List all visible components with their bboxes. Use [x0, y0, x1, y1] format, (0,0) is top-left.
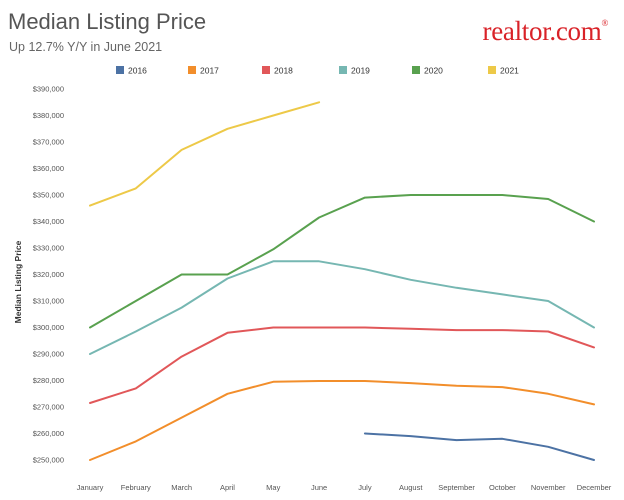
- x-tick-label: March: [171, 483, 192, 492]
- x-tick-label: October: [489, 483, 516, 492]
- x-tick-label: November: [531, 483, 566, 492]
- x-tick-label: September: [438, 483, 475, 492]
- y-tick-label: $380,000: [33, 111, 64, 120]
- legend-label: 2016: [128, 66, 147, 76]
- legend-label: 2018: [274, 66, 293, 76]
- y-tick-label: $340,000: [33, 217, 64, 226]
- logo-text: realtor.com: [482, 16, 602, 46]
- x-axis: January February March April May June July Augu…: [77, 483, 612, 492]
- x-tick-label: April: [220, 483, 235, 492]
- y-tick-label: $280,000: [33, 376, 64, 385]
- y-tick-label: $360,000: [33, 164, 64, 173]
- legend-swatch: [488, 66, 496, 74]
- series-line-2021: [89, 101, 321, 207]
- y-tick-label: $350,000: [33, 191, 64, 200]
- chart-subtitle: Up 12.7% Y/Y in June 2021: [9, 40, 163, 54]
- legend-item-2019: 2019: [339, 66, 370, 76]
- legend-item-2016: 2016: [116, 66, 147, 76]
- x-tick-label: June: [311, 483, 327, 492]
- x-tick-label: July: [358, 483, 372, 492]
- y-axis: $250,000 $260,000 $270,000 $280,000 $290,000…: [33, 85, 64, 465]
- series-line-2018: [89, 326, 595, 404]
- legend-swatch: [262, 66, 270, 74]
- y-tick-label: $390,000: [33, 85, 64, 94]
- legend-swatch: [188, 66, 196, 74]
- x-tick-label: May: [266, 483, 280, 492]
- chart-title: Median Listing Price: [8, 9, 207, 34]
- y-tick-label: $310,000: [33, 297, 64, 306]
- y-tick-label: $330,000: [33, 244, 64, 253]
- series-line-2017: [89, 380, 595, 461]
- legend-label: 2017: [200, 66, 219, 76]
- y-axis-label: Median Listing Price: [13, 240, 23, 323]
- legend-item-2017: 2017: [188, 66, 219, 76]
- x-tick-label: August: [399, 483, 423, 492]
- y-tick-label: $270,000: [33, 403, 64, 412]
- y-tick-label: $250,000: [33, 456, 64, 465]
- series-line-2020: [89, 194, 595, 329]
- series-line-2016: [363, 432, 595, 461]
- legend-label: 2020: [424, 66, 443, 76]
- x-tick-label: December: [577, 483, 612, 492]
- series-line-2019: [89, 260, 595, 355]
- legend-swatch: [339, 66, 347, 74]
- legend-item-2021: 2021: [488, 66, 519, 76]
- y-tick-label: $370,000: [33, 138, 64, 147]
- y-tick-label: $320,000: [33, 270, 64, 279]
- y-tick-label: $290,000: [33, 350, 64, 359]
- legend-swatch: [116, 66, 124, 74]
- legend-item-2018: 2018: [262, 66, 293, 76]
- legend-label: 2019: [351, 66, 370, 76]
- legend-swatch: [412, 66, 420, 74]
- registered-mark: ®: [601, 18, 608, 28]
- legend-label: 2021: [500, 66, 519, 76]
- y-tick-label: $260,000: [33, 429, 64, 438]
- x-tick-label: January: [77, 483, 104, 492]
- realtor-logo[interactable]: realtor.com®: [482, 16, 609, 47]
- legend-item-2020: 2020: [412, 66, 443, 76]
- y-tick-label: $300,000: [33, 323, 64, 332]
- legend: 2016 2017 2018 2019 2020 2021: [116, 66, 519, 76]
- series-lines: [89, 101, 595, 461]
- x-tick-label: February: [121, 483, 151, 492]
